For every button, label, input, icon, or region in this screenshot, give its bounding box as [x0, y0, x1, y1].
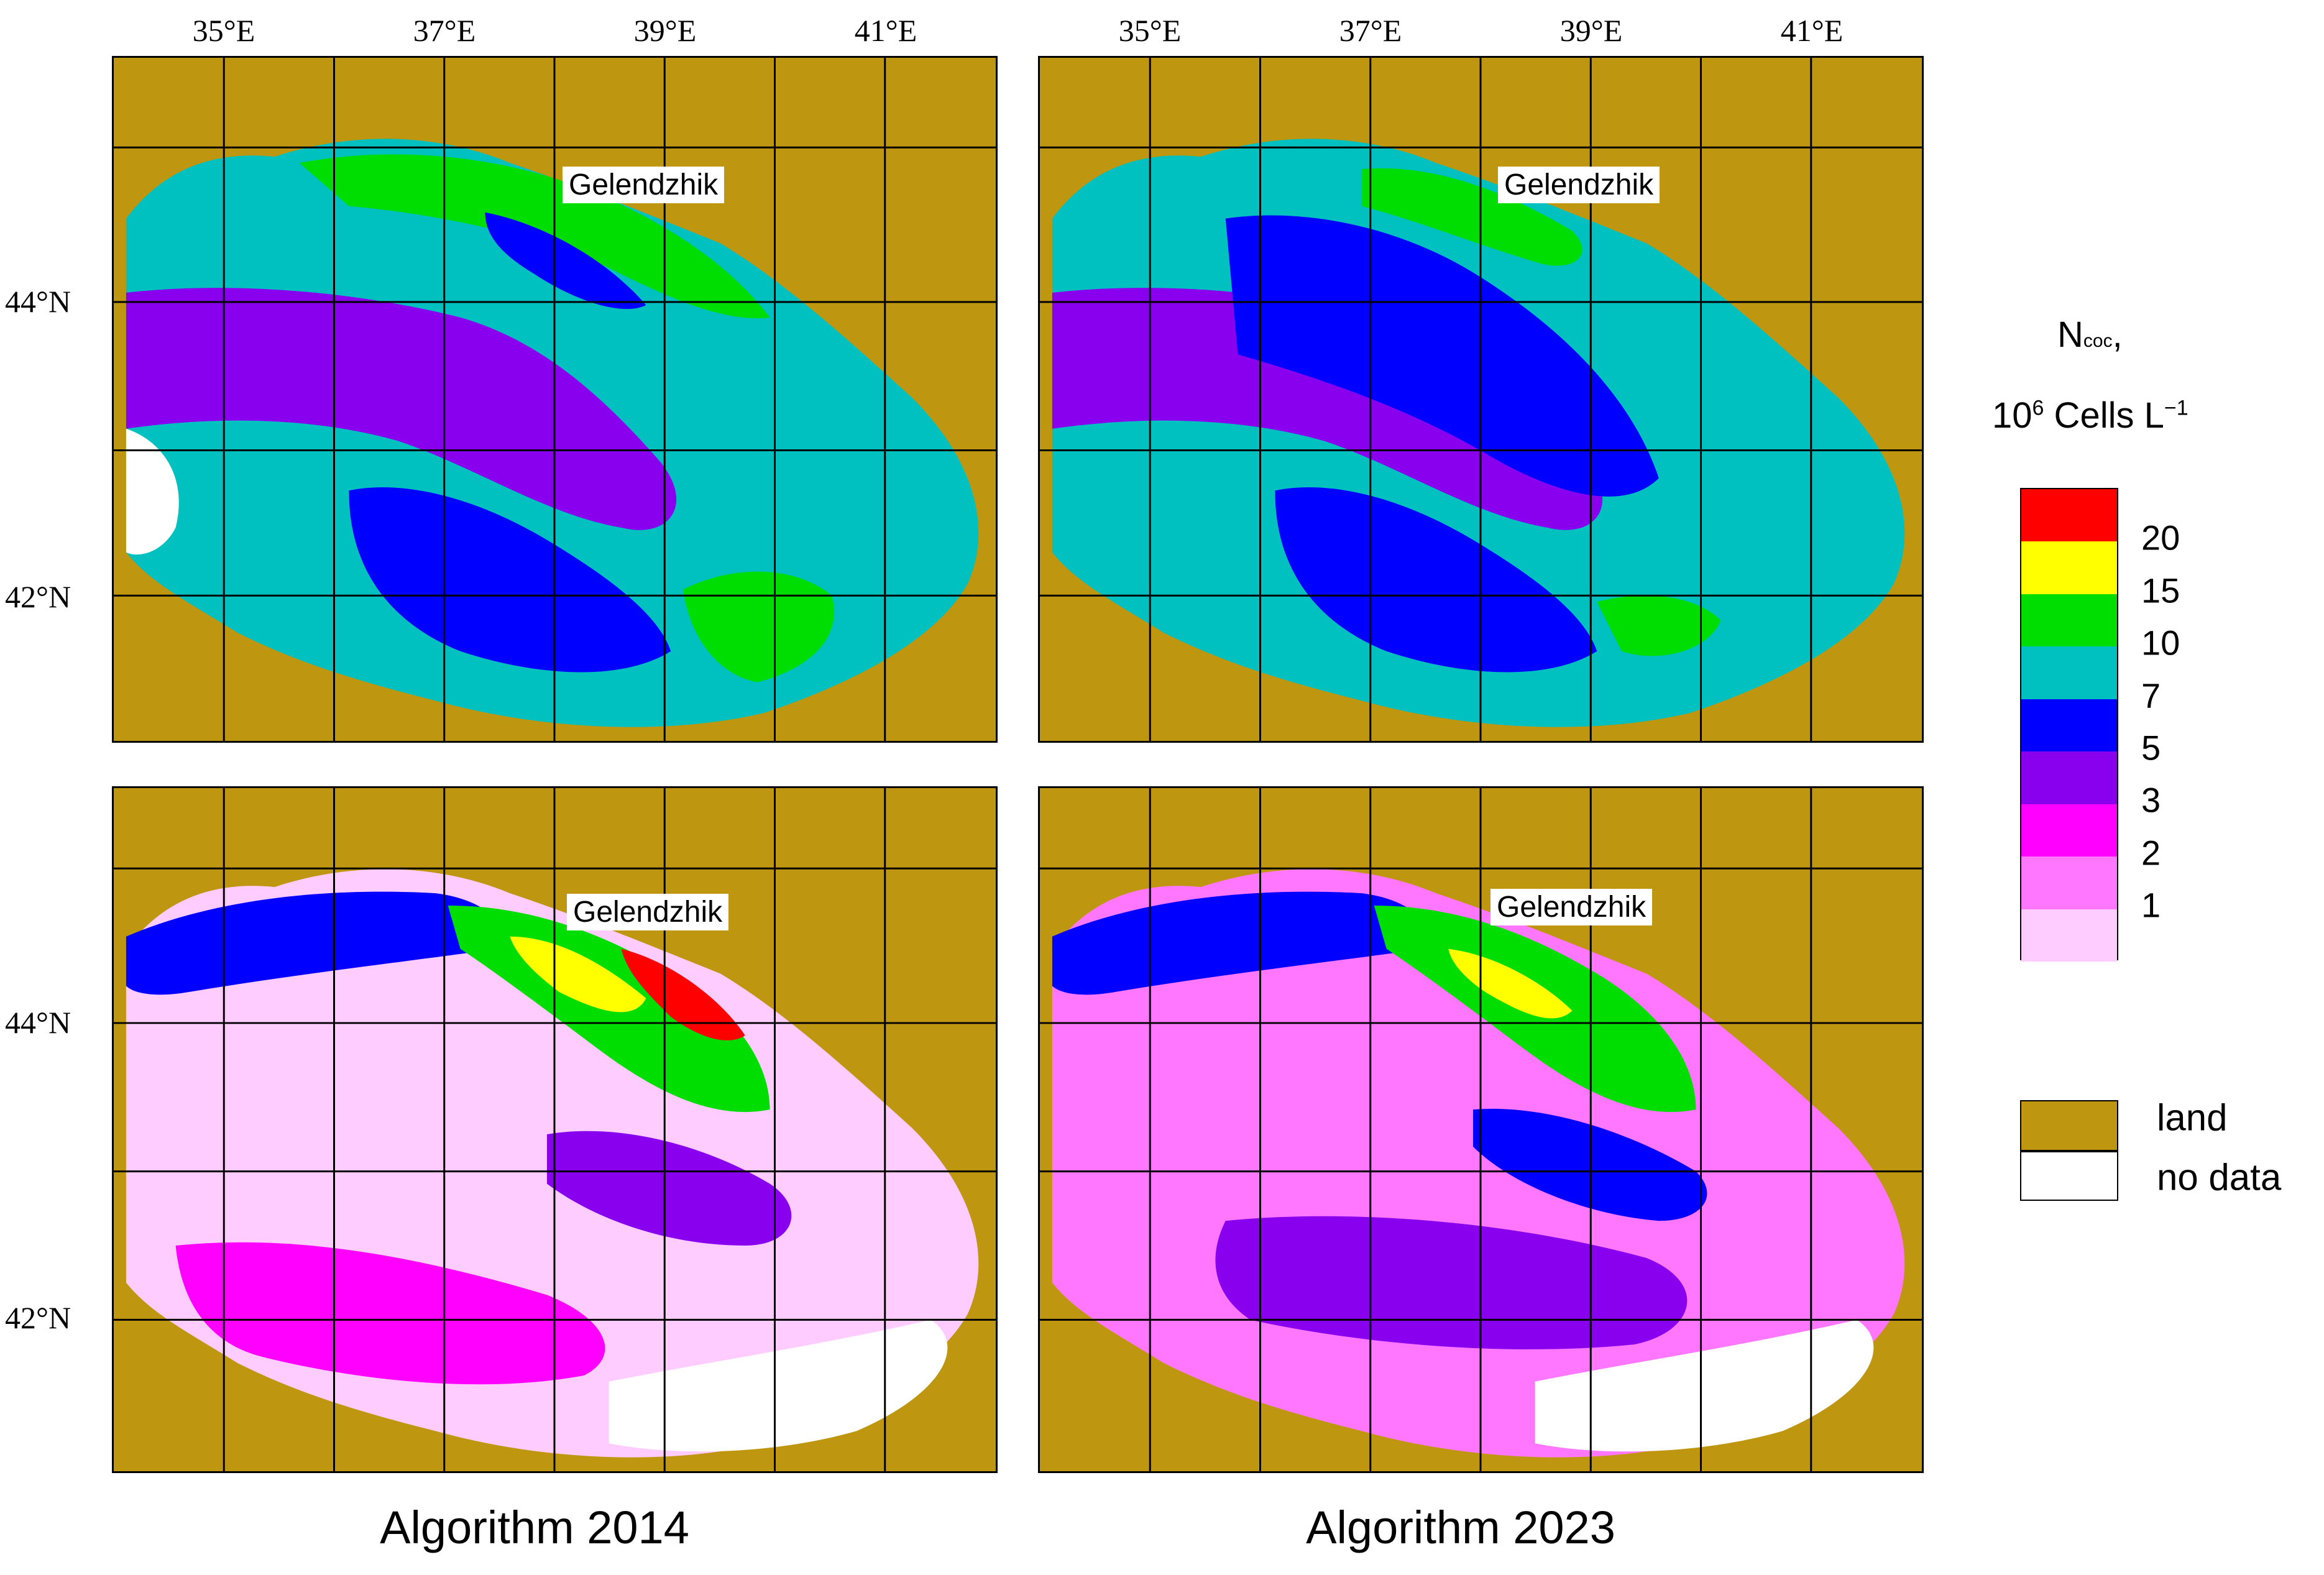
nodata-south: [609, 1320, 948, 1452]
legend-label-7: 7: [2141, 676, 2161, 715]
sea-zone-purple: [1052, 288, 1603, 530]
caption-algorithm-2014: Algorithm 2014: [380, 1502, 689, 1553]
graticule: [114, 788, 996, 1471]
legend-swatch-20: [2021, 489, 2117, 542]
legend-swatch-10: [2021, 594, 2117, 647]
legend-swatch-15: [2021, 541, 2117, 594]
lat-tick-44n-bottom: 44°N: [5, 1005, 71, 1040]
map-2014-bottom-svg: [114, 788, 996, 1471]
legend-label-3: 3: [2141, 780, 2161, 820]
legend-swatch-5: [2021, 699, 2117, 752]
legend-swatch-1: [2021, 856, 2117, 909]
legend-title-main: N: [2057, 315, 2083, 355]
legend-title-sub: coc: [2083, 331, 2113, 351]
lat-tick-44n-top: 44°N: [5, 284, 71, 319]
lon-tick-39e-left: 39°E: [633, 13, 697, 48]
legend-swatch-min: [2021, 909, 2117, 962]
nodata-south: [1535, 1320, 1874, 1452]
sea-zone-blue-2: [1275, 487, 1597, 673]
city-label-2014-bottom: Gelendzhik: [567, 894, 729, 930]
sea-zone-purple: [1215, 1216, 1688, 1349]
sea-zone-blue-north: [126, 891, 501, 995]
sea-zone-blue-2: [485, 212, 646, 310]
sea-zone-magenta: [175, 1242, 605, 1385]
legend-unit-rest: Cells L: [2044, 395, 2164, 436]
legend-label-15: 15: [2141, 571, 2180, 610]
nodata-west: [126, 428, 179, 555]
caption-algorithm-2023: Algorithm 2023: [1306, 1502, 1615, 1553]
lat-tick-42n-top: 42°N: [5, 579, 71, 614]
legend-swatch-3: [2021, 751, 2117, 804]
sea-zone-blue: [349, 487, 671, 673]
map-2023-top-svg: [1040, 58, 1922, 741]
legend-land-swatch: [2020, 1100, 2118, 1151]
lon-tick-37e-left: 37°E: [413, 13, 476, 48]
legend-land-label: land: [2157, 1096, 2228, 1139]
lon-tick-35e-right: 35°E: [1118, 13, 1182, 48]
city-label-2023-bottom: Gelendzhik: [1490, 889, 1653, 925]
graticule: [1040, 58, 1922, 741]
sea-zone-purple: [547, 1131, 792, 1246]
city-label-2023-top: Gelendzhik: [1498, 167, 1660, 203]
map-panel-2014-bottom: [112, 786, 998, 1473]
graticule: [1040, 788, 1922, 1471]
sea-zone-blue: [1225, 215, 1659, 497]
legend-colorbar: [2020, 488, 2118, 962]
legend-unit-base: 10: [1992, 395, 2032, 436]
sea-zone-green: [1361, 168, 1582, 266]
lon-tick-37e-right: 37°E: [1339, 13, 1402, 48]
sea-zone-blue-north: [1052, 891, 1427, 995]
legend-label-1: 1: [2141, 885, 2161, 925]
lon-tick-35e-left: 35°E: [192, 13, 255, 48]
legend-title-comma: ,: [2112, 315, 2123, 355]
sea-zone-yellow: [510, 936, 646, 1012]
legend-nodata-swatch: [2020, 1151, 2118, 1201]
lon-tick-41e-right: 41°E: [1780, 13, 1844, 48]
lon-tick-39e-right: 39°E: [1559, 13, 1623, 48]
map-panel-2023-top: [1038, 56, 1924, 743]
legend-label-2: 2: [2141, 833, 2161, 873]
legend-label-10: 10: [2141, 623, 2180, 663]
legend-label-5: 5: [2141, 728, 2161, 768]
sea-zone-green-se: [1597, 595, 1721, 656]
legend-swatch-2: [2021, 804, 2117, 857]
lat-tick-42n-bottom: 42°N: [5, 1300, 71, 1335]
legend-title: Ncoc,: [2057, 314, 2123, 356]
sea-zone-purple: [126, 288, 677, 530]
legend-unit-exp: 6: [2032, 396, 2044, 420]
sea-zone-green-se: [683, 571, 834, 682]
legend-unit-exp2: −1: [2164, 396, 2189, 420]
map-panel-2023-bottom: [1038, 786, 1924, 1473]
sea-zone-red: [621, 948, 745, 1040]
sea-zone-yellow: [1448, 948, 1573, 1019]
legend-nodata-label: no data: [2157, 1156, 2282, 1198]
map-2014-top-svg: [114, 58, 996, 741]
legend-swatch-7: [2021, 646, 2117, 699]
map-2023-bottom-svg: [1040, 788, 1922, 1471]
map-panel-2014-top: [112, 56, 998, 743]
legend-unit: 106 Cells L−1: [1992, 395, 2189, 436]
city-label-2014-top: Gelendzhik: [563, 167, 725, 203]
lon-tick-41e-left: 41°E: [854, 13, 917, 48]
legend-label-20: 20: [2141, 518, 2180, 558]
